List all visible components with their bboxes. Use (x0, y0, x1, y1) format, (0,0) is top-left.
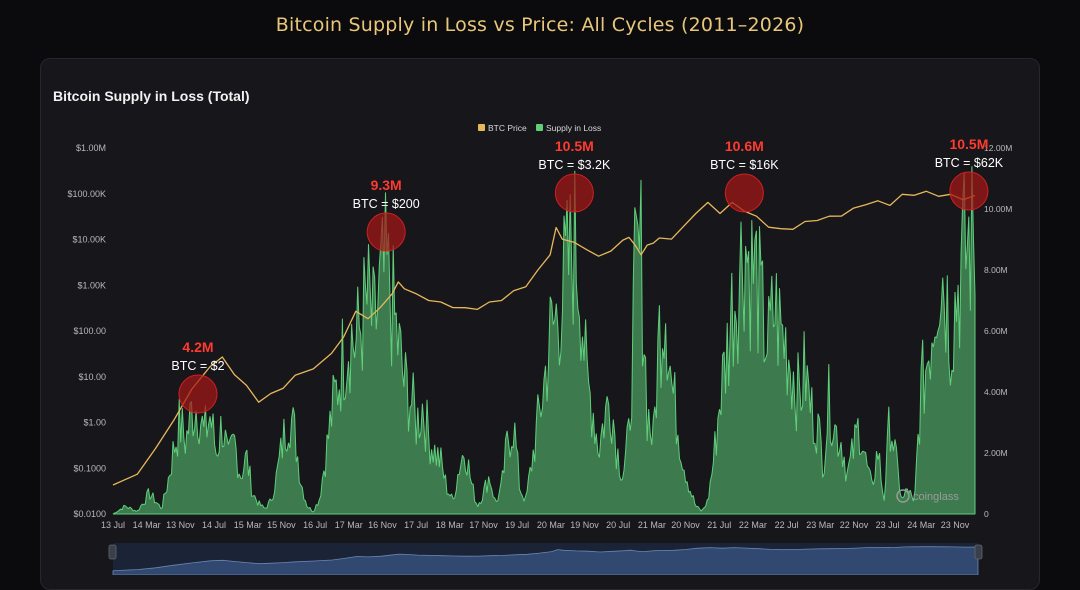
y-right-tick-label: 4.00M (984, 387, 1008, 397)
y-right-tick-label: 12.00M (984, 143, 1012, 153)
annotation-value: 10.5M (555, 138, 594, 154)
x-tick-label: 19 Nov (570, 520, 599, 530)
y-left-tick-label: $100.00 (73, 326, 106, 336)
x-tick-label: 15 Nov (267, 520, 296, 530)
annotation-marker (178, 374, 218, 414)
x-tick-label: 17 Jul (404, 520, 428, 530)
y-left-tick-label: $10.00K (72, 235, 106, 245)
x-tick-label: 23 Nov (941, 520, 970, 530)
annotation-marker (554, 173, 594, 213)
navigator-series (112, 546, 979, 575)
x-tick-label: 13 Jul (101, 520, 125, 530)
x-tick-label: 18 Mar (436, 520, 464, 530)
x-tick-label: 20 Jul (606, 520, 630, 530)
x-tick-label: 21 Jul (707, 520, 731, 530)
legend-swatch-price (478, 124, 485, 131)
x-tick-label: 23 Mar (806, 520, 834, 530)
x-tick-label: 23 Jul (876, 520, 900, 530)
y-left-tick-label: $1.00K (77, 280, 106, 290)
annotation-value: 4.2M (182, 339, 213, 355)
y-left-tick-label: $10.00 (78, 372, 106, 382)
navigator-right-handle[interactable] (974, 544, 983, 560)
watermark: coinglass (913, 491, 959, 503)
chart: $1.00M $100.00K $10.00K $1.00K $100.00 $10.00… (67, 123, 1012, 575)
x-tick-label: 17 Mar (335, 520, 363, 530)
x-tick-label: 14 Jul (202, 520, 226, 530)
x-tick-label: 14 Mar (133, 520, 161, 530)
x-tick-label: 13 Nov (166, 520, 195, 530)
legend-swatch-supply (536, 124, 543, 131)
y-right-tick-label: 10.00M (984, 204, 1012, 214)
navigator-left-handle[interactable] (108, 544, 117, 560)
annotation-label: BTC = $2 (171, 359, 224, 373)
legend-label-price: BTC Price (488, 123, 527, 133)
coinglass-logo-icon (896, 489, 910, 503)
y-left-tick-label: $1.00 (83, 418, 106, 428)
y-right-tick-label: 8.00M (984, 265, 1008, 275)
y-left-tick-label: $1.00M (76, 143, 106, 153)
x-tick-label: 24 Mar (907, 520, 935, 530)
x-tick-label: 21 Mar (638, 520, 666, 530)
x-tick-label: 19 Jul (505, 520, 529, 530)
annotation-label: BTC = $200 (353, 197, 420, 211)
x-tick-label: 20 Nov (671, 520, 700, 530)
x-tick-label: 22 Nov (840, 520, 869, 530)
annotation-marker (724, 173, 764, 213)
x-tick-label: 17 Nov (469, 520, 498, 530)
y-right-tick-label: 6.00M (984, 326, 1008, 336)
y-left-tick-label: $0.0100 (73, 509, 106, 519)
annotation-marker (366, 212, 406, 252)
annotation-value: 10.6M (725, 138, 764, 154)
y-right-tick-label: 0 (984, 509, 989, 519)
annotation-value: 9.3M (371, 177, 402, 193)
x-tick-label: 15 Mar (234, 520, 262, 530)
x-tick-label: 16 Nov (368, 520, 397, 530)
y-left-tick-label: $100.00K (67, 189, 106, 199)
card-title: Bitcoin Supply in Loss (Total) (53, 88, 250, 104)
supply-in-loss-series (112, 166, 976, 515)
y-right-tick-label: 2.00M (984, 448, 1008, 458)
annotation-label: BTC = $3.2K (538, 158, 611, 172)
x-tick-label: 22 Jul (775, 520, 799, 530)
annotation-value: 10.5M (949, 136, 988, 152)
annotation-marker (949, 171, 989, 211)
x-tick-label: 20 Mar (537, 520, 565, 530)
annotation-label: BTC = $16K (710, 158, 779, 172)
legend-label-supply: Supply in Loss (546, 123, 601, 133)
btc-price-series (112, 190, 976, 486)
y-left-tick-label: $0.1000 (73, 463, 106, 473)
annotation-label: BTC = $62K (935, 156, 1004, 170)
x-tick-label: 22 Mar (739, 520, 767, 530)
x-tick-label: 16 Jul (303, 520, 327, 530)
page-title: Bitcoin Supply in Loss vs Price: All Cyc… (275, 14, 805, 36)
